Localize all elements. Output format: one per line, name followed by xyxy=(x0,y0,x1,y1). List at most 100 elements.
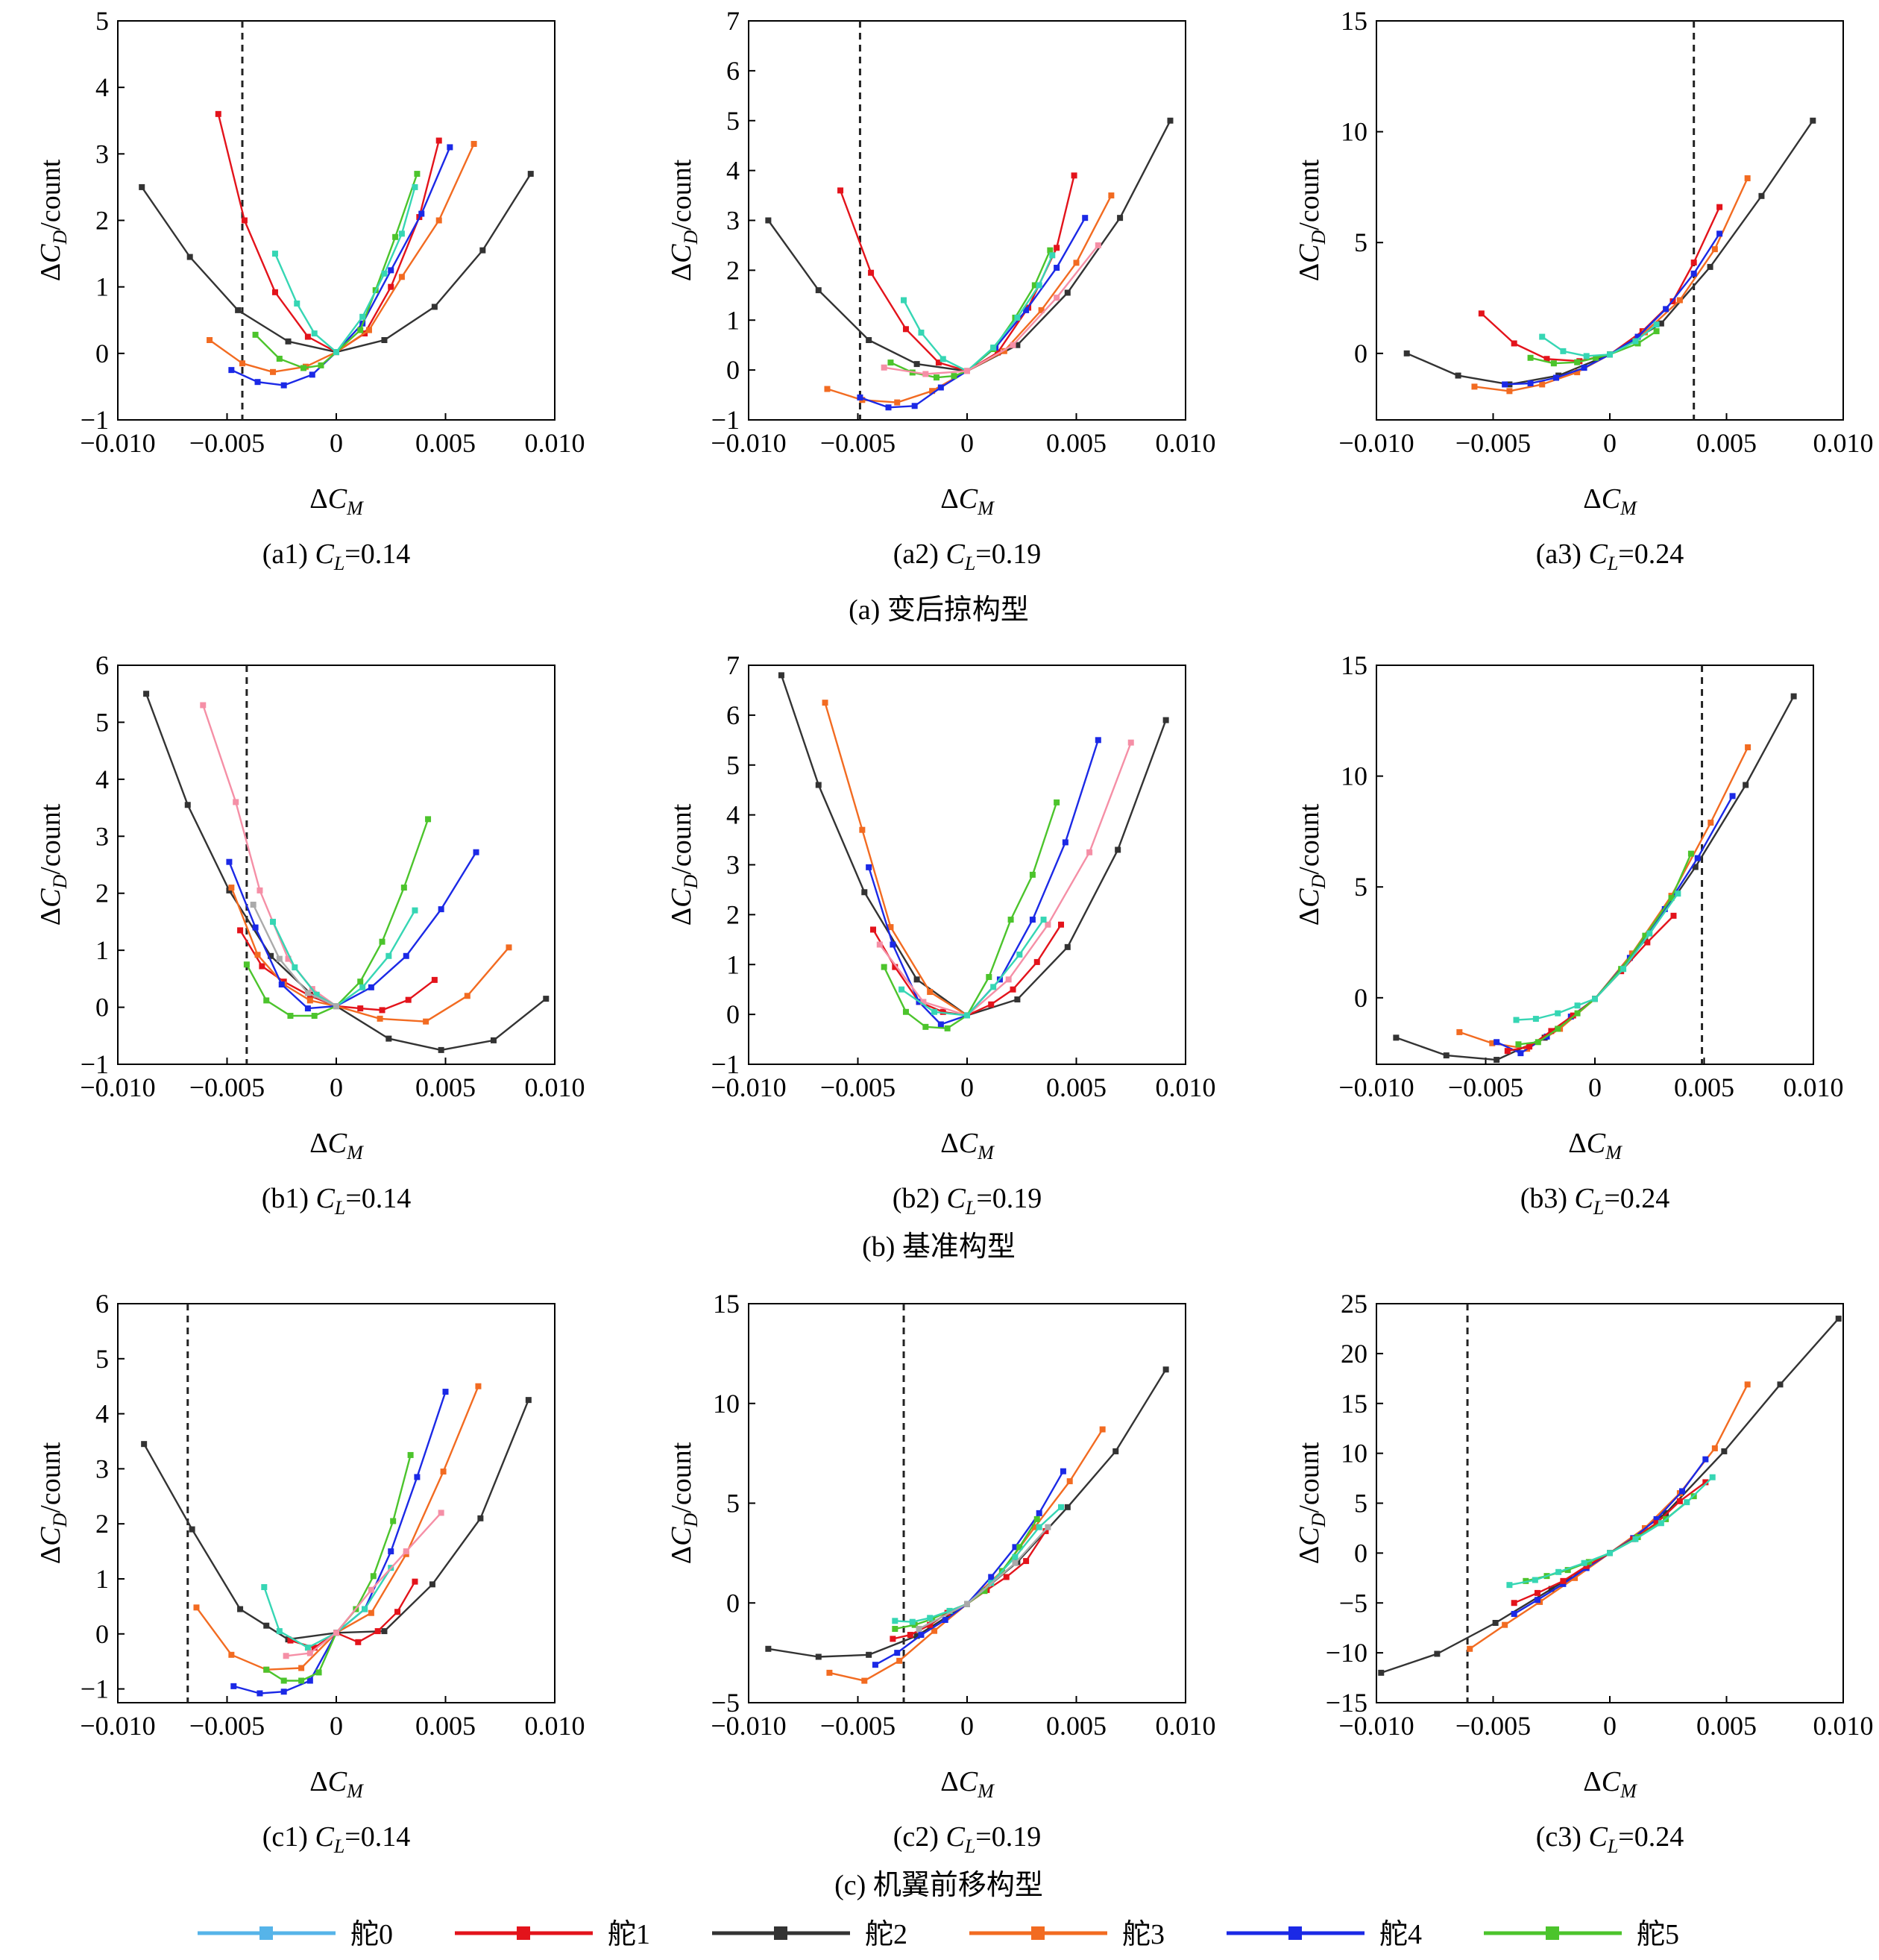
chart-c1: −0.010 −0.005 0 0.005 0.010 −1 0 1 2 3 4 5 6 ΔCM ΔCD/c… xyxy=(35,1289,585,1857)
series-line xyxy=(200,702,339,1010)
data-point xyxy=(892,1626,898,1633)
data-point xyxy=(911,403,918,409)
data-point xyxy=(283,1653,289,1659)
y-tick-label: 0 xyxy=(95,993,109,1023)
data-point xyxy=(1434,1650,1441,1657)
series-path xyxy=(217,113,440,354)
series-line xyxy=(887,247,1054,381)
data-point xyxy=(1515,1041,1522,1048)
series-line xyxy=(250,902,339,1010)
x-axis-label: ΔCM xyxy=(940,483,995,519)
data-point xyxy=(1010,342,1016,348)
x-tick-label: −0.010 xyxy=(1338,1072,1414,1102)
data-point xyxy=(1555,1568,1562,1575)
plot-frame xyxy=(117,20,555,421)
data-point xyxy=(381,270,388,277)
data-point xyxy=(359,313,366,320)
data-point xyxy=(447,144,453,151)
x-axis-label: ΔCM xyxy=(940,1128,995,1163)
x-tick-label: 0.010 xyxy=(525,1711,585,1741)
y-tick-label: 0 xyxy=(726,355,740,385)
data-point xyxy=(857,394,863,401)
series-line xyxy=(1456,744,1751,1052)
data-point xyxy=(438,1510,444,1516)
data-point xyxy=(933,374,940,381)
data-point xyxy=(1534,1589,1540,1596)
data-point xyxy=(927,1615,934,1621)
series-path xyxy=(143,1399,529,1641)
data-point xyxy=(1494,1039,1500,1046)
data-point xyxy=(1675,891,1681,897)
legend-label: 舵3 xyxy=(1122,1919,1165,1950)
data-point xyxy=(304,990,311,996)
series-path xyxy=(918,1526,1049,1630)
series-line xyxy=(872,1468,1066,1668)
data-point xyxy=(1835,1316,1842,1322)
panel-caption: (a2) CL=0.19 xyxy=(893,538,1041,574)
data-point xyxy=(1642,932,1649,939)
data-point xyxy=(292,964,298,971)
data-point xyxy=(826,1669,833,1676)
legend-swatch-marker xyxy=(1288,1926,1302,1940)
series-line xyxy=(866,737,1101,1028)
x-tick-label: −0.010 xyxy=(711,428,786,458)
series-line xyxy=(1539,321,1660,359)
data-point xyxy=(870,926,877,933)
plot-frame xyxy=(748,665,1186,1065)
series-path xyxy=(860,217,1086,409)
data-point xyxy=(304,333,311,340)
y-axis-label: ΔCD/count xyxy=(666,1442,702,1564)
data-point xyxy=(1455,372,1461,379)
data-point xyxy=(1592,996,1598,1002)
data-point xyxy=(271,289,278,295)
data-point xyxy=(866,864,872,870)
series-line xyxy=(287,1578,418,1651)
y-axis-label: ΔCD/count xyxy=(35,1442,71,1564)
y-tick-label: 6 xyxy=(726,700,740,730)
data-point xyxy=(1632,338,1639,345)
data-point xyxy=(1632,1536,1639,1542)
y-tick-label: −5 xyxy=(711,1688,740,1718)
data-point xyxy=(964,1012,970,1019)
data-point xyxy=(988,1001,995,1008)
y-tick-label: 6 xyxy=(95,650,109,680)
data-point xyxy=(1038,307,1045,313)
data-point xyxy=(902,326,909,333)
data-point xyxy=(1010,986,1016,993)
data-point xyxy=(1702,1479,1709,1486)
y-tick-label: 5 xyxy=(1354,1489,1367,1518)
series-line xyxy=(881,799,1060,1031)
data-point xyxy=(1042,1527,1049,1534)
data-point xyxy=(252,331,259,338)
data-point xyxy=(964,368,970,374)
series-path xyxy=(895,1518,1038,1630)
data-point xyxy=(440,1469,447,1475)
y-tick-label: 0 xyxy=(726,1588,740,1618)
data-point xyxy=(1570,1012,1576,1019)
data-point xyxy=(235,307,242,313)
series-path xyxy=(868,739,1099,1025)
data-point xyxy=(1581,365,1587,371)
data-point xyxy=(464,993,470,999)
y-tick-label: 6 xyxy=(726,56,740,86)
data-point xyxy=(1663,306,1669,312)
data-point xyxy=(1653,1520,1660,1527)
data-point xyxy=(937,384,944,391)
data-point xyxy=(407,1451,414,1458)
data-point xyxy=(1378,1669,1385,1676)
x-tick-label: 0.005 xyxy=(1696,1711,1757,1741)
data-point xyxy=(285,338,292,345)
data-point xyxy=(141,1441,148,1448)
series-path xyxy=(1541,324,1658,357)
data-point xyxy=(1060,1468,1066,1474)
y-tick-label: 15 xyxy=(1341,650,1367,680)
series-line xyxy=(881,242,1101,377)
data-point xyxy=(1086,849,1093,855)
series-line xyxy=(271,183,418,356)
y-tick-label: 5 xyxy=(726,750,740,780)
series-line xyxy=(916,1524,1051,1633)
data-point xyxy=(1036,282,1042,289)
data-point xyxy=(139,183,145,190)
data-point xyxy=(228,1651,235,1658)
data-point xyxy=(237,1606,244,1612)
